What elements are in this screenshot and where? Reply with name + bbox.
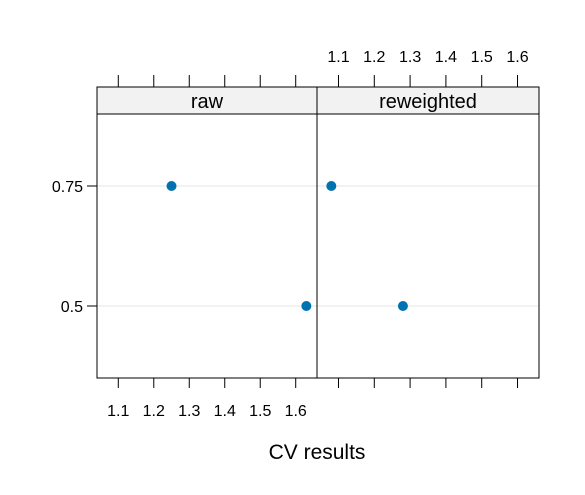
data-point-raw	[301, 301, 312, 311]
data-point-reweighted	[397, 301, 408, 311]
gridlines	[97, 185, 539, 307]
strip-raw	[96, 86, 318, 115]
x-axis-label: CV results	[269, 441, 366, 464]
x-tick-label-bottom: 1.6	[285, 403, 307, 420]
x-tick-label-bottom: 1.1	[107, 403, 129, 420]
x-tick-label-bottom: 1.4	[214, 403, 236, 420]
x-tick-label-top: 1.4	[435, 49, 457, 66]
panel-frame-raw	[96, 113, 318, 379]
y-tick-label: 0.75	[52, 179, 83, 196]
axis-ticks: 1.1 1.1 1.2 1.2 1.3 1.3 1.4 1.4 1.5 1.5 1.6 1.6 0.5 0…	[52, 49, 529, 420]
x-tick-label-bottom: 1.5	[249, 403, 271, 420]
x-tick-label-bottom: 1.3	[178, 403, 200, 420]
x-tick-label-top: 1.5	[471, 49, 493, 66]
x-tick-label-top: 1.6	[506, 49, 528, 66]
data-point-raw	[166, 181, 177, 191]
strip-label-raw: raw	[191, 91, 224, 113]
x-tick-label-top: 1.2	[363, 49, 385, 66]
data-points	[166, 181, 408, 311]
data-point-reweighted	[326, 181, 337, 191]
strip-label-reweighted: reweighted	[379, 91, 477, 113]
panels: raw reweighted	[96, 86, 540, 379]
x-tick-label-bottom: 1.2	[143, 403, 165, 420]
outer-frame	[96, 86, 540, 379]
y-tick-label: 0.5	[61, 299, 83, 316]
x-tick-label-top: 1.3	[399, 49, 421, 66]
panel-frame-reweighted	[316, 113, 540, 379]
x-tick-label-top: 1.1	[327, 49, 349, 66]
